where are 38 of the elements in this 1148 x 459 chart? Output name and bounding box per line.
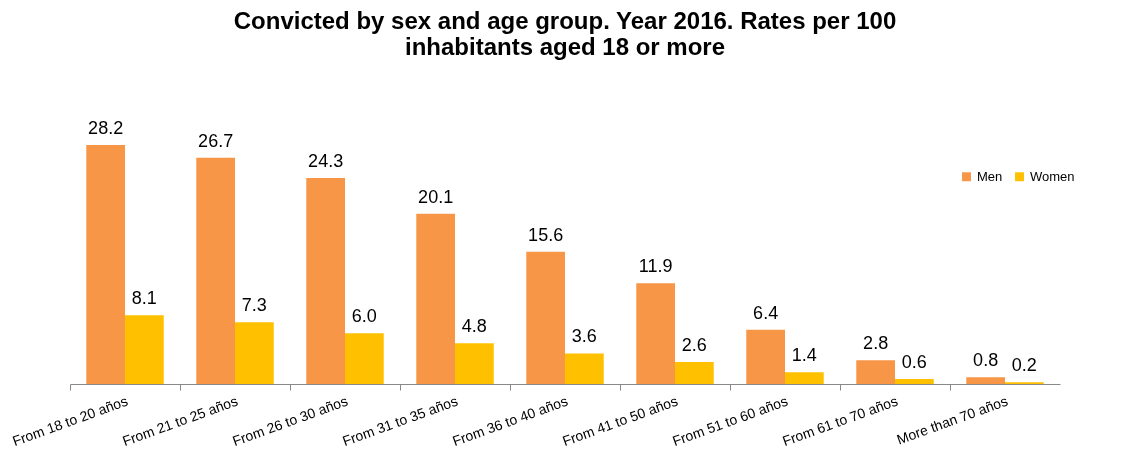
legend-label: Women <box>1030 168 1075 184</box>
data-label: 2.8 <box>863 333 889 354</box>
data-label: 3.6 <box>571 326 597 347</box>
bar <box>345 333 384 384</box>
data-label: 1.4 <box>791 345 817 366</box>
data-label: 0.2 <box>1011 355 1037 376</box>
data-label: 8.1 <box>131 288 157 309</box>
data-label: 20.1 <box>418 186 454 207</box>
data-label: 4.8 <box>461 316 487 337</box>
bar <box>565 353 604 384</box>
bar <box>746 329 785 384</box>
bar <box>636 283 675 384</box>
data-label: 6.4 <box>753 302 779 323</box>
data-label: 7.3 <box>241 295 267 316</box>
bar <box>125 315 164 384</box>
legend-label: Men <box>977 168 1003 184</box>
data-label: 2.6 <box>681 334 707 355</box>
data-label: 24.3 <box>308 151 344 172</box>
bar <box>675 361 714 384</box>
data-label: 26.7 <box>198 130 234 151</box>
bar <box>526 251 565 384</box>
bar <box>895 378 934 384</box>
bar <box>235 322 274 384</box>
data-label: 28.2 <box>88 118 124 138</box>
bar <box>306 178 345 384</box>
bar <box>785 372 824 384</box>
bar <box>455 343 494 384</box>
data-label: 6.0 <box>351 306 377 327</box>
bar <box>416 213 455 384</box>
data-label: 11.9 <box>638 256 673 277</box>
bar <box>966 377 1005 384</box>
bar <box>86 145 125 384</box>
data-label: 0.8 <box>973 350 999 371</box>
chart-title: Convicted by sex and age group. Year 2016. Rates per 100 inhabitants aged 18 or more <box>233 7 897 60</box>
data-label: 0.6 <box>901 351 927 372</box>
bar <box>856 360 895 384</box>
data-label: 15.6 <box>528 224 564 245</box>
bar <box>196 157 235 384</box>
